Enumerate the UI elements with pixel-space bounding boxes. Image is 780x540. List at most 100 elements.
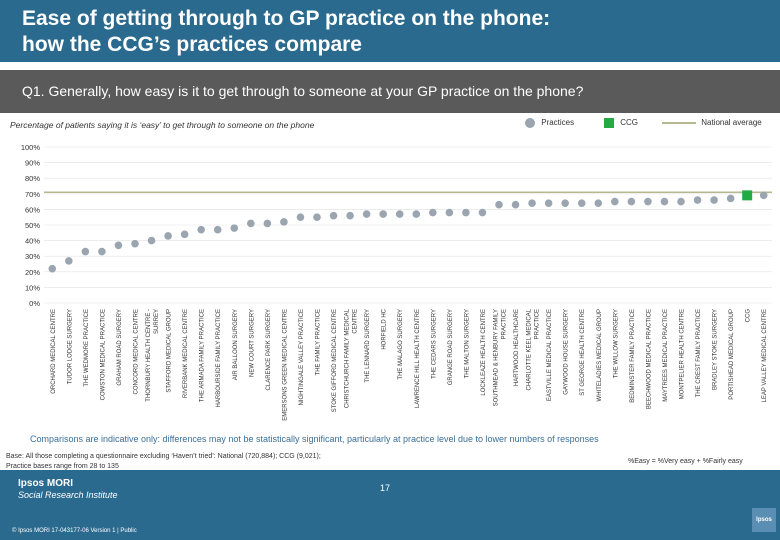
y-tick-label: 0%	[29, 299, 40, 308]
x-category-label: CHARLOTTE KEEL MEDICAL	[527, 308, 533, 390]
x-category-label: THE WILLOW SURGERY	[613, 309, 619, 378]
x-category-label: RIVERBANK MEDICAL CENTRE	[183, 309, 189, 398]
x-category-label: THE MALTON SURGERY	[464, 309, 470, 378]
practice-point	[395, 210, 404, 218]
practice-point	[180, 230, 189, 239]
x-category-label: EASTVILLE MEDICAL PRACTICE	[547, 309, 553, 401]
practice-point	[759, 191, 768, 200]
practice-point	[528, 199, 536, 207]
practice-point	[561, 199, 569, 207]
base-text: Base: All those completing a questionnai…	[6, 452, 386, 472]
chart-subtitle: Percentage of patients saying it is ‘eas…	[10, 120, 315, 130]
y-tick-label: 30%	[25, 252, 40, 261]
practice-point	[726, 194, 735, 203]
practice-point	[660, 197, 669, 206]
practice-point	[65, 257, 73, 265]
legend-practices-marker	[525, 118, 535, 128]
practice-point	[346, 211, 354, 220]
x-category-label: LAWRENCE HILL HEALTH CENTRE	[415, 309, 421, 408]
x-category-label: THE WEDMORE PRACTICE	[84, 309, 90, 387]
chart-area: 0% 10% 20% 30% 40% 50% 60% 70% 80% 90% 100% ORCHARD…	[21, 143, 772, 421]
x-category-label: CHRISTCHURCH FAMILY MEDICAL	[345, 308, 351, 408]
x-category-label: COWSTON MEDICAL PRACTICE	[100, 309, 106, 400]
legend-practices: Practices	[525, 118, 574, 128]
comparison-note: Comparisons are indicative only: differe…	[30, 434, 599, 444]
question-band	[0, 70, 780, 113]
practice-point	[710, 196, 718, 204]
legend-ccg-label: CCG	[620, 118, 639, 128]
practice-point	[644, 197, 652, 206]
practice-point	[611, 197, 619, 206]
practice-point	[478, 208, 487, 217]
x-category-label: BEDMINSTER FAMILY PRACTICE	[630, 309, 636, 403]
base-line-2: Practice bases range from 28 to 135	[6, 463, 119, 470]
x-category-label: GRAHAM ROAD SURGERY	[117, 309, 123, 386]
easy-formula: %Easy = %Very easy + %Fairly easy	[628, 458, 743, 465]
y-tick-label: 80%	[25, 174, 40, 183]
page-title: Ease of getting through to GP practice o…	[22, 6, 550, 58]
x-category-label: LOCKLEAZE HEALTH CENTRE	[481, 309, 487, 396]
title-line-1: Ease of getting through to GP practice o…	[22, 7, 551, 30]
x-category-label: STOKE GIFFORD MEDICAL CENTRE	[332, 309, 338, 412]
practice-point	[412, 210, 421, 218]
footer-bar	[0, 470, 780, 540]
y-tick-label: 100%	[21, 143, 41, 152]
practice-point	[362, 210, 371, 218]
practice-point	[627, 197, 636, 206]
x-category-label: GRANGE ROAD SURGERY	[448, 309, 454, 385]
practice-point	[247, 219, 255, 228]
practice-point	[213, 225, 222, 234]
practice-point	[544, 199, 553, 207]
x-category-label: THE CREST FAMILY PRACTICE	[696, 309, 702, 397]
y-tick-label: 20%	[25, 268, 40, 277]
y-tick-label: 10%	[25, 283, 40, 292]
copyright-text: © Ipsos MORI 17-043177-06 Version 1 | Pu…	[12, 528, 137, 534]
x-category-label: LEAP VALLEY MEDICAL CENTRE	[762, 309, 768, 402]
ccg-point	[742, 190, 753, 201]
practice-point	[230, 224, 239, 232]
practice-point	[693, 196, 702, 204]
x-category-label: THE CEDARS SURGERY	[431, 309, 437, 379]
x-category-label: BEECHWOOD MEDICAL PRACTICE	[646, 309, 652, 409]
practice-point	[131, 239, 139, 248]
x-category-label: PRACTICE	[535, 309, 541, 339]
practice-point	[48, 264, 57, 273]
x-category-label: CCG	[746, 309, 752, 323]
y-tick-label: 90%	[25, 159, 40, 168]
practice-point	[677, 197, 685, 206]
x-category-label: NEW COURT SURGERY	[249, 309, 255, 377]
x-category-label: CLARENCE PARK SURGERY	[266, 309, 272, 390]
x-category-label: AIR BALLOON SURGERY	[233, 309, 239, 380]
x-category-label: CONCORD MEDICAL CENTRE	[134, 309, 140, 394]
x-category-label: ORCHARD MEDICAL CENTRE	[51, 309, 57, 394]
x-category-label: THORNBURY HEALTH CENTRE -	[146, 309, 152, 402]
practice-point	[164, 232, 172, 240]
title-band	[0, 0, 780, 62]
practice-point	[263, 219, 272, 228]
practice-point	[511, 200, 520, 209]
practice-point	[81, 247, 90, 256]
practice-point	[313, 213, 321, 221]
practice-point	[445, 208, 454, 217]
ipsos-badge-icon: Ipsos	[752, 508, 776, 532]
practice-point	[594, 199, 603, 207]
practice-point	[462, 208, 470, 217]
x-category-label: MONTPELIER HEALTH CENTRE	[680, 309, 686, 399]
x-category-label: HARTWOOD HEALTHCARE	[514, 309, 520, 386]
legend-national-marker	[662, 121, 696, 124]
legend-ccg-marker	[604, 118, 614, 128]
y-tick-label: 60%	[25, 205, 40, 214]
x-category-label: TUDOR LODGE SURGERY	[67, 309, 73, 384]
x-category-label: PORTISHEAD MEDICAL GROUP	[729, 309, 735, 400]
x-category-label: THE LENNARD SURGERY	[365, 309, 371, 383]
practice-point	[296, 213, 305, 221]
legend-practices-label: Practices	[541, 118, 575, 128]
x-category-label: THE MALAGO SURGERY	[398, 309, 404, 380]
x-category-label: THE ARMADA FAMILY PRACTICE	[200, 309, 206, 402]
x-category-label: MAYTREES MEDICAL PRACTICE	[663, 309, 669, 402]
y-tick-label: 50%	[25, 221, 40, 230]
x-category-label: STAFFORD MEDICAL GROUP	[167, 309, 173, 393]
practice-point	[197, 225, 205, 234]
logo-subtitle: Social Research Institute	[18, 490, 118, 500]
practice-point	[429, 208, 437, 217]
